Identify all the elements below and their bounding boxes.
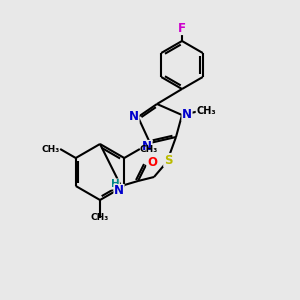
Text: CH₃: CH₃ bbox=[91, 214, 109, 223]
Text: H: H bbox=[111, 179, 119, 189]
Text: CH₃: CH₃ bbox=[42, 145, 60, 154]
Text: N: N bbox=[182, 107, 192, 121]
Text: O: O bbox=[147, 155, 157, 169]
Text: N: N bbox=[129, 110, 139, 122]
Text: F: F bbox=[178, 22, 186, 34]
Text: CH₃: CH₃ bbox=[140, 145, 158, 154]
Text: CH₃: CH₃ bbox=[196, 106, 216, 116]
Text: N: N bbox=[114, 184, 124, 197]
Text: N: N bbox=[142, 140, 152, 154]
Text: S: S bbox=[164, 154, 172, 166]
